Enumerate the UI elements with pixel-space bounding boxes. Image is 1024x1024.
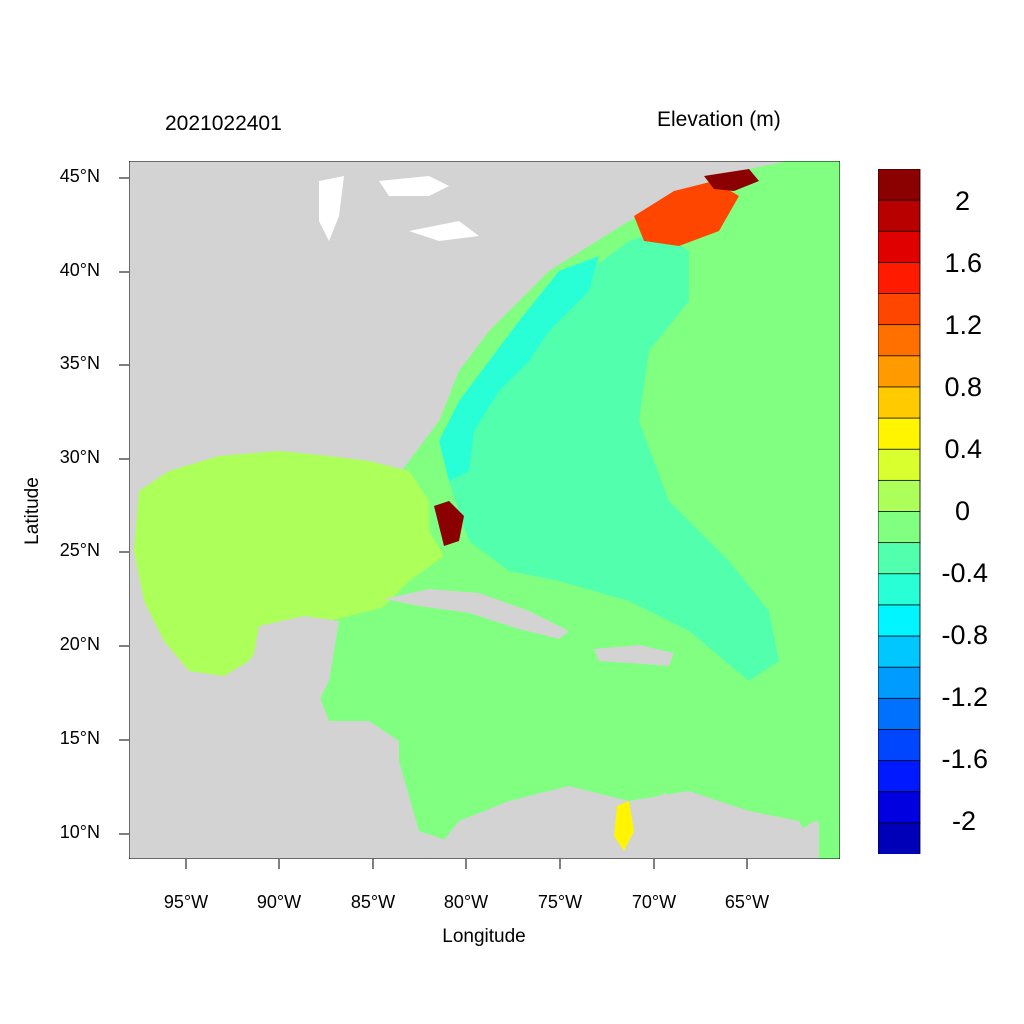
colorbar-swatch xyxy=(878,666,921,700)
lat-tick-10: 10°N xyxy=(59,822,100,842)
colorbar-label-neg-2: -2 xyxy=(951,806,976,836)
lon-tick-85: 85°W xyxy=(350,892,396,912)
lon-tick-75: 75°W xyxy=(537,892,583,912)
lon-tick-70: 70°W xyxy=(631,892,677,912)
lat-tick-25: 25°N xyxy=(59,540,100,560)
colorbar-swatch xyxy=(878,511,921,544)
surge-core-northeast xyxy=(704,169,759,191)
colorbar-swatch xyxy=(878,262,921,295)
lat-tick-20: 20°N xyxy=(59,634,100,654)
colorbar-swatch xyxy=(878,324,921,357)
venezuela-lake xyxy=(614,801,634,851)
colorbar-swatch xyxy=(878,417,921,451)
colorbar-swatch xyxy=(878,635,921,669)
caribbean-sea xyxy=(314,601,829,851)
surge-peak-northeast xyxy=(634,181,739,246)
lat-tick-15: 15°N xyxy=(59,728,100,748)
colorbar-label-0: 0 xyxy=(954,496,970,526)
gulf-of-mexico xyxy=(134,451,444,676)
yucatan xyxy=(249,616,339,721)
colorbar-swatch xyxy=(878,822,921,854)
variable-title: Elevation (m) xyxy=(657,108,781,131)
colorbar-swatch xyxy=(878,604,921,637)
cuba xyxy=(384,589,569,639)
colorbar-swatch xyxy=(878,573,921,606)
tick-marks xyxy=(119,177,748,869)
colorbar-label-0-8: 0.8 xyxy=(944,372,982,402)
y-axis-title: Latitude xyxy=(22,477,43,545)
colorbar-label-neg-1-6: -1.6 xyxy=(941,744,988,774)
lat-tick-40: 40°N xyxy=(59,260,100,280)
colorbar xyxy=(878,169,921,854)
lat-tick-35: 35°N xyxy=(59,353,100,373)
lon-tick-90: 90°W xyxy=(256,892,302,912)
colorbar-swatch xyxy=(878,479,921,513)
colorbar-label-neg-1-2: -1.2 xyxy=(941,682,988,712)
great-lakes xyxy=(319,176,479,241)
colorbar-label-1-2: 1.2 xyxy=(944,310,982,340)
colorbar-swatch xyxy=(878,386,921,419)
x-axis-title: Longitude xyxy=(442,926,526,947)
colorbar-label-1-6: 1.6 xyxy=(944,248,982,278)
colorbar-swatch xyxy=(878,230,921,264)
lon-tick-80: 80°W xyxy=(443,892,489,912)
colorbar-swatch xyxy=(878,293,921,326)
colorbar-label-0-4: 0.4 xyxy=(944,434,982,464)
colorbar-label-neg-0-8: -0.8 xyxy=(941,620,988,650)
colorbar-swatch xyxy=(878,760,921,793)
lon-tick-65: 65°W xyxy=(724,892,770,912)
run-timestamp-title: 2021022401 xyxy=(165,112,282,135)
colorbar-swatch xyxy=(878,791,921,824)
lat-tick-45: 45°N xyxy=(59,166,100,186)
map-plot-area xyxy=(129,161,840,859)
hispaniola xyxy=(594,645,674,666)
colorbar-label-2: 2 xyxy=(954,186,970,216)
surge-florida xyxy=(434,501,464,546)
lon-tick-95: 95°W xyxy=(163,892,209,912)
colorbar-label-neg-0-4: -0.4 xyxy=(941,558,988,588)
lat-tick-30: 30°N xyxy=(59,447,100,467)
near-coast-band xyxy=(439,256,599,481)
colorbar-swatch xyxy=(878,729,921,762)
